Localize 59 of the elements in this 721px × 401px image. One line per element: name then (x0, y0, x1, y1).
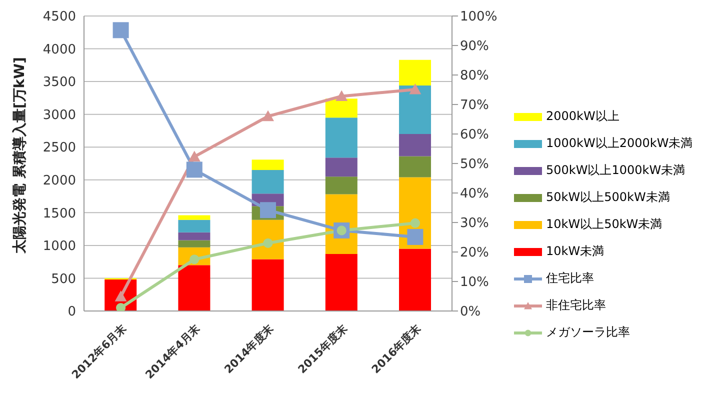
point (407, 228, 424, 245)
point (188, 150, 200, 162)
point (410, 218, 420, 228)
bar (252, 160, 284, 170)
legend-label: 2000kW以上 (546, 108, 620, 125)
y2-tick-label: 20% (460, 246, 489, 261)
point (260, 202, 276, 218)
y2-tick-label: 60% (460, 128, 489, 143)
bar (399, 60, 432, 86)
legend-label: 非住宅比率 (546, 297, 606, 314)
bar (252, 170, 284, 194)
y-tick-label: 3500 (42, 75, 76, 90)
y2-tick-label: 10% (460, 275, 489, 290)
bar (325, 254, 358, 311)
y-tick-label: 0 (68, 304, 76, 320)
y-tick-label: 500 (51, 272, 76, 287)
y2-tick-label: 100% (460, 10, 498, 25)
point (409, 83, 422, 94)
point (262, 110, 274, 122)
point (186, 162, 202, 178)
y-tick-label: 4000 (42, 42, 76, 58)
y-tick-label: 2000 (42, 174, 76, 189)
legend-label: メガソーラ比率 (546, 324, 630, 341)
y-tick-label: 4500 (42, 10, 76, 25)
point (112, 22, 129, 38)
bar (325, 158, 358, 177)
y-tick-label: 1500 (42, 206, 76, 222)
y-tick-label: 3000 (42, 108, 76, 123)
bar (325, 98, 358, 118)
bar (399, 248, 432, 311)
bar (178, 240, 210, 248)
bar (178, 265, 210, 311)
y-axis-title: 太陽光発電 累積導入量[万kW] (10, 57, 28, 254)
y2-tick-label: 50% (460, 157, 489, 172)
bar (325, 118, 358, 158)
point (116, 302, 126, 311)
y-tick-label: 2500 (42, 140, 76, 156)
bar (399, 134, 432, 156)
point (336, 90, 348, 102)
y2-tick-label: 70% (460, 98, 489, 114)
bar (178, 215, 210, 220)
legend-label: 500kW以上1000kW未満 (546, 162, 686, 179)
legend-label: 1000kW以上2000kW未満 (546, 135, 693, 152)
bar (252, 259, 284, 311)
legend-label: 50kW以上500kW未満 (546, 189, 670, 206)
y-tick-label: 1000 (42, 239, 76, 254)
legend-label: 10kW未満 (546, 243, 604, 260)
y2-tick-label: 30% (460, 216, 489, 232)
y2-tick-label: 80% (460, 68, 489, 84)
legend-label: 住宅比率 (546, 270, 594, 287)
y2-tick-label: 0% (460, 304, 481, 320)
bar (399, 85, 432, 134)
bar (399, 156, 432, 178)
bar (178, 232, 210, 240)
bar (178, 220, 210, 232)
y2-tick-label: 40% (460, 186, 489, 202)
bar (325, 176, 358, 194)
legend-label: 10kW以上50kW未満 (546, 216, 662, 233)
y2-tick-label: 90% (460, 39, 489, 54)
